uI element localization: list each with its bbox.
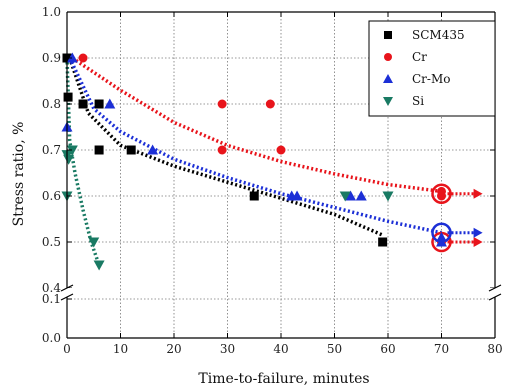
tick-labels: 0 10 20 30 40 50 60 70 80 0.4 0.5 0.6 0.7 0.8 0.9 1.0 0.… bbox=[42, 5, 503, 356]
axis-break-mark bbox=[60, 284, 74, 292]
x-tick-label: 30 bbox=[220, 342, 235, 356]
trend-line-scm435 bbox=[68, 57, 384, 237]
legend-marker-cr bbox=[384, 53, 392, 61]
x-tick-label: 0 bbox=[63, 342, 71, 356]
trend-line-cr-mo bbox=[68, 57, 442, 235]
x-tick-label: 80 bbox=[487, 342, 502, 356]
point-si bbox=[66, 145, 78, 156]
legend-marker-cr-mo bbox=[383, 74, 393, 83]
y-tick-label: 0.6 bbox=[42, 189, 61, 203]
y-tick-label: 0.0 bbox=[42, 331, 61, 345]
point-scm435 bbox=[94, 145, 104, 155]
point-si bbox=[93, 260, 105, 271]
x-tick-label: 70 bbox=[434, 342, 449, 356]
point-cr bbox=[217, 99, 227, 109]
point-cr-mo bbox=[104, 98, 116, 109]
point-cr-mo bbox=[345, 190, 357, 201]
runout-arrow-head bbox=[473, 237, 483, 247]
point-cr-mo bbox=[291, 190, 303, 201]
x-tick-label: 60 bbox=[380, 342, 395, 356]
runout-arrow-head bbox=[473, 227, 483, 238]
legend-label: Si bbox=[412, 94, 424, 108]
point-scm435 bbox=[63, 92, 73, 102]
axis-break-mark bbox=[60, 293, 74, 301]
runout-circle bbox=[431, 183, 452, 204]
y-tick-label: 0.4 bbox=[42, 281, 61, 295]
y-tick-label: 0.5 bbox=[42, 235, 61, 249]
data-points bbox=[61, 52, 447, 271]
runout-markers bbox=[431, 183, 483, 253]
y-tick-label: 1.0 bbox=[42, 5, 61, 19]
point-scm435 bbox=[249, 191, 259, 201]
point-scm435 bbox=[94, 99, 104, 109]
point-si bbox=[63, 154, 75, 165]
axis-break-mark bbox=[488, 284, 502, 292]
point-cr-mo bbox=[147, 144, 159, 155]
point-scm435 bbox=[78, 99, 88, 109]
y-tick-label: 0.8 bbox=[42, 97, 61, 111]
point-cr bbox=[78, 53, 88, 63]
legend: SCM435 Cr Cr-Mo Si bbox=[368, 20, 496, 117]
axis-break-gap bbox=[59, 288, 75, 297]
point-cr-mo bbox=[355, 190, 367, 201]
x-axis-label: Time-to-failure, minutes bbox=[198, 371, 369, 387]
legend-marker-scm435 bbox=[384, 31, 392, 39]
point-cr bbox=[437, 191, 446, 201]
legend-label: Cr-Mo bbox=[412, 72, 450, 86]
point-scm435 bbox=[378, 237, 388, 247]
trend-line-cr bbox=[71, 56, 442, 194]
legend-label: Cr bbox=[412, 50, 427, 64]
y-tick-label: 0.7 bbox=[42, 143, 61, 157]
runout-arrow-head bbox=[473, 188, 483, 199]
point-cr bbox=[217, 145, 227, 155]
point-si bbox=[88, 237, 100, 248]
point-cr bbox=[265, 99, 275, 109]
point-cr-mo bbox=[66, 52, 78, 63]
point-si bbox=[382, 191, 394, 202]
legend-label: SCM435 bbox=[412, 28, 465, 42]
x-tick-label: 20 bbox=[166, 342, 181, 356]
y-axis-label: Stress ratio, % bbox=[11, 122, 27, 227]
y-tick-label: 0.9 bbox=[42, 51, 61, 65]
axis-break-mark bbox=[488, 293, 502, 301]
point-cr bbox=[276, 145, 286, 155]
axis-break-gap bbox=[487, 288, 503, 297]
x-tick-label: 40 bbox=[273, 342, 288, 356]
x-tick-label: 10 bbox=[113, 342, 128, 356]
legend-marker-si bbox=[383, 97, 393, 106]
x-tick-label: 50 bbox=[327, 342, 342, 356]
point-cr-mo bbox=[436, 236, 447, 247]
point-si bbox=[339, 191, 351, 202]
point-scm435 bbox=[126, 145, 136, 155]
y-tick-label: 0.1 bbox=[42, 292, 61, 306]
